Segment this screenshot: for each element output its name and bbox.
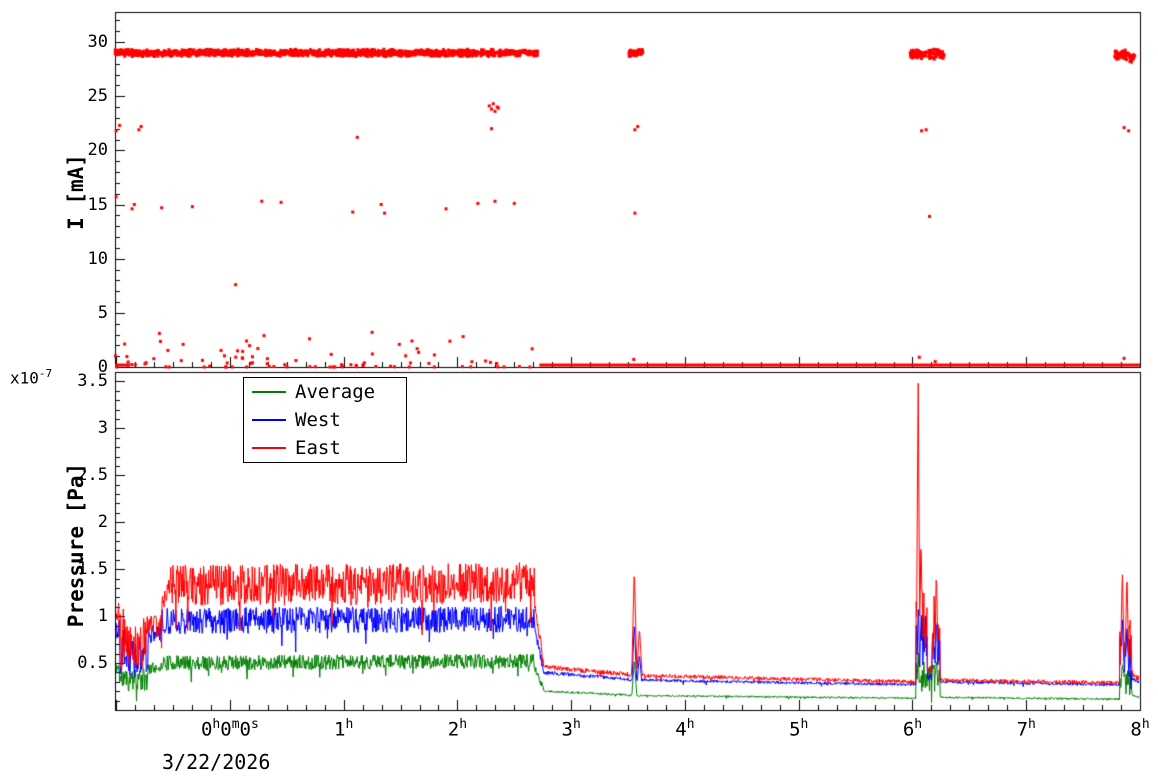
pressure-exponent-base: x10 xyxy=(10,368,39,388)
current-y-tick-label: 5 xyxy=(97,302,108,323)
x-tick-label: 0h0m0s xyxy=(200,717,259,741)
current-y-tick-label: 30 xyxy=(87,32,108,52)
pressure-exponent-label: x10-7 xyxy=(10,367,52,387)
legend-entry-label: West xyxy=(295,409,341,431)
pressure-y-tick-label: 0.5 xyxy=(77,653,108,674)
x-tick-label: 5h xyxy=(789,717,809,741)
legend-line-sample xyxy=(252,419,286,421)
pressure-y-tick-label: 3.5 xyxy=(77,371,108,392)
pressure-exponent-power: -7 xyxy=(38,367,53,380)
pressure-y-tick-label: 2.5 xyxy=(77,465,108,486)
current-y-tick-label: 15 xyxy=(87,194,108,215)
x-tick-label: 6h xyxy=(902,717,923,741)
legend-entry: East xyxy=(244,437,406,459)
x-tick-label: 7h xyxy=(1016,717,1036,741)
legend-entry: Average xyxy=(244,381,406,403)
legend-line-sample xyxy=(252,447,286,449)
pressure-y-tick-label: 2 xyxy=(97,512,108,533)
current-y-tick-label: 10 xyxy=(87,248,108,269)
pressure-y-tick-label: 1.5 xyxy=(77,559,108,580)
x-tick-label: 1h xyxy=(334,717,354,741)
legend: Average West East xyxy=(243,377,407,463)
pressure-axis-title: Pressure [Pa] xyxy=(64,462,88,628)
x-tick-label: 8h xyxy=(1130,717,1150,741)
legend-entry: West xyxy=(244,409,406,431)
current-y-tick-label: 20 xyxy=(87,140,108,161)
date-label: 3/22/2026 xyxy=(162,750,271,774)
pressure-y-tick-label: 3 xyxy=(97,418,108,439)
x-tick-label: 2h xyxy=(447,717,468,741)
current-y-tick-label: 0 xyxy=(97,357,108,377)
legend-entry-label: East xyxy=(295,437,341,459)
legend-line-sample xyxy=(252,391,286,393)
current-y-tick-label: 25 xyxy=(87,86,108,107)
x-tick-label: 4h xyxy=(675,717,695,741)
legend-entry-label: Average xyxy=(295,381,376,403)
x-tick-label: 3h xyxy=(561,717,581,741)
pressure-y-tick-label: 1 xyxy=(97,606,108,627)
current-axis-title: I [mA] xyxy=(64,154,88,230)
